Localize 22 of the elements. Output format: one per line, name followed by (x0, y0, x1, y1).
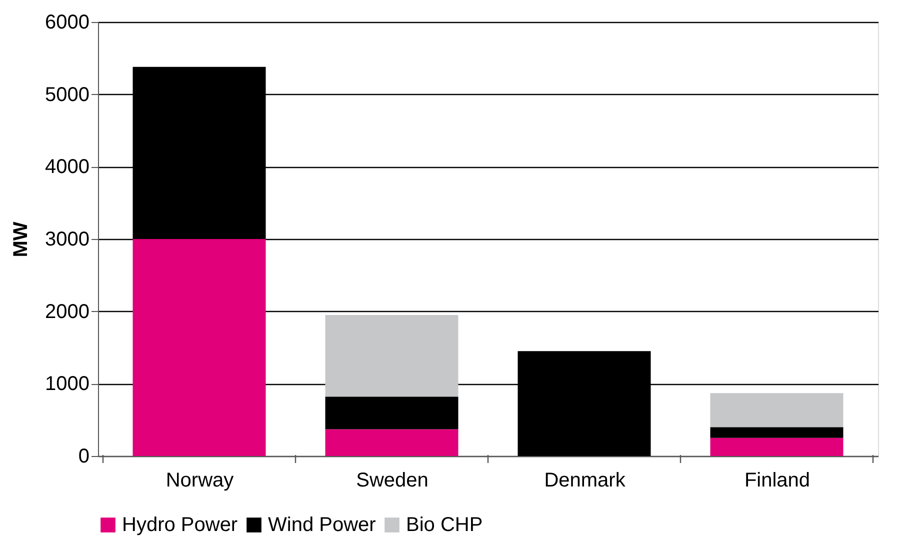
bar (710, 427, 844, 438)
y-tick-label: 3000 (45, 228, 90, 250)
y-tick-label: 2000 (45, 300, 90, 323)
x-tick-label: Sweden (356, 470, 428, 492)
y-axis-title: MW (10, 222, 32, 258)
y-tick-label: 0 (78, 446, 90, 468)
x-tick-label: Norway (166, 470, 234, 492)
y-tick-label: 1000 (45, 373, 90, 396)
y-tick-label: 4000 (45, 156, 90, 178)
bar (710, 393, 844, 428)
x-tick-label: Denmark (544, 470, 626, 492)
bar (325, 314, 458, 397)
bar (325, 396, 458, 430)
bar (325, 429, 458, 456)
legend-label: Bio CHP (406, 514, 483, 536)
legend-label: Hydro Power (122, 514, 238, 536)
legend-label: Wind Power (268, 514, 376, 536)
bar (710, 438, 844, 456)
y-tick-label: 6000 (45, 12, 90, 34)
x-tick-label: Finland (744, 470, 810, 492)
bar (132, 239, 266, 456)
y-tick-label: 5000 (45, 84, 90, 106)
